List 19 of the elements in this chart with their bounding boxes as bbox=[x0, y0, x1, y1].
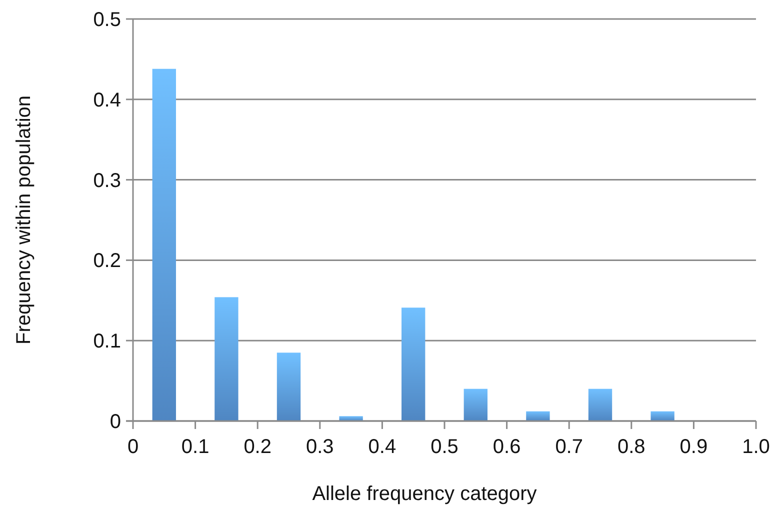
x-tick-label: 0.3 bbox=[306, 436, 334, 458]
y-tick-label: 0.5 bbox=[93, 9, 121, 31]
y-tick-label: 0.1 bbox=[93, 330, 121, 353]
x-tick-label: 0.8 bbox=[617, 436, 646, 458]
x-tick-label: 1.0 bbox=[742, 436, 770, 458]
x-axis-title: Allele frequency category bbox=[312, 483, 537, 505]
y-tick-label: 0.2 bbox=[93, 250, 121, 272]
x-tick-label: 0 bbox=[127, 436, 139, 458]
x-tick-label: 0.9 bbox=[680, 436, 708, 458]
y-axis-title: Frequency within population bbox=[13, 95, 35, 345]
y-tick-label: 0.4 bbox=[93, 89, 121, 112]
y-tick-label: 0.3 bbox=[93, 170, 121, 192]
x-tick-label: 0.7 bbox=[555, 436, 584, 458]
y-tick-label: 0 bbox=[110, 411, 121, 433]
x-tick-label: 0.4 bbox=[368, 436, 396, 458]
x-tick-label: 0.2 bbox=[244, 436, 272, 458]
x-tick-label: 0.6 bbox=[492, 436, 521, 458]
x-tick-label: 0.5 bbox=[430, 436, 458, 458]
x-tick-label: 0.1 bbox=[181, 436, 210, 458]
